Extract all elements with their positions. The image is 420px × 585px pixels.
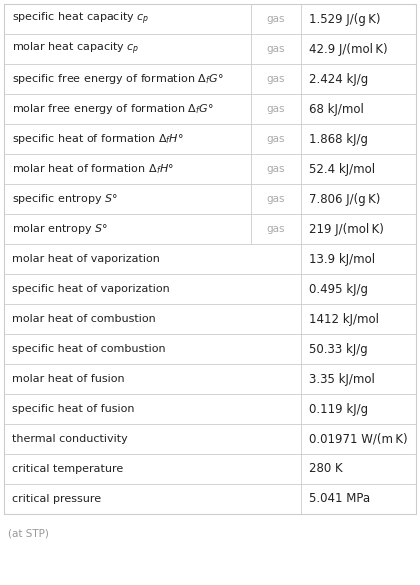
Text: critical pressure: critical pressure bbox=[12, 494, 101, 504]
Text: 219 J/(mol K): 219 J/(mol K) bbox=[309, 222, 383, 236]
Text: 42.9 J/(mol K): 42.9 J/(mol K) bbox=[309, 43, 387, 56]
Text: molar heat of formation $\Delta_f H°$: molar heat of formation $\Delta_f H°$ bbox=[12, 162, 174, 176]
Text: specific entropy $S°$: specific entropy $S°$ bbox=[12, 192, 118, 206]
Text: 2.424 kJ/g: 2.424 kJ/g bbox=[309, 73, 368, 85]
Text: 1.529 J/(g K): 1.529 J/(g K) bbox=[309, 12, 380, 26]
Text: 5.041 MPa: 5.041 MPa bbox=[309, 493, 370, 505]
Text: 0.01971 W/(m K): 0.01971 W/(m K) bbox=[309, 432, 407, 446]
Text: gas: gas bbox=[267, 74, 285, 84]
Text: thermal conductivity: thermal conductivity bbox=[12, 434, 128, 444]
Text: 7.806 J/(g K): 7.806 J/(g K) bbox=[309, 192, 380, 205]
Text: gas: gas bbox=[267, 164, 285, 174]
Text: molar entropy $S°$: molar entropy $S°$ bbox=[12, 222, 108, 236]
Text: 0.495 kJ/g: 0.495 kJ/g bbox=[309, 283, 368, 295]
Text: 13.9 kJ/mol: 13.9 kJ/mol bbox=[309, 253, 375, 266]
Text: 68 kJ/mol: 68 kJ/mol bbox=[309, 102, 364, 115]
Text: gas: gas bbox=[267, 104, 285, 114]
Text: molar free energy of formation $\Delta_f G°$: molar free energy of formation $\Delta_f… bbox=[12, 102, 214, 116]
Text: critical temperature: critical temperature bbox=[12, 464, 123, 474]
Text: 0.119 kJ/g: 0.119 kJ/g bbox=[309, 402, 368, 415]
Text: gas: gas bbox=[267, 194, 285, 204]
Text: specific heat of vaporization: specific heat of vaporization bbox=[12, 284, 170, 294]
Text: (at STP): (at STP) bbox=[8, 528, 49, 538]
Text: specific heat of formation $\Delta_f H°$: specific heat of formation $\Delta_f H°$ bbox=[12, 132, 184, 146]
Text: specific heat capacity $c_p$: specific heat capacity $c_p$ bbox=[12, 11, 150, 27]
Text: gas: gas bbox=[267, 44, 285, 54]
Text: 1.868 kJ/g: 1.868 kJ/g bbox=[309, 132, 368, 146]
Text: 3.35 kJ/mol: 3.35 kJ/mol bbox=[309, 373, 375, 386]
Text: gas: gas bbox=[267, 14, 285, 24]
Text: molar heat capacity $c_p$: molar heat capacity $c_p$ bbox=[12, 41, 139, 57]
Text: molar heat of fusion: molar heat of fusion bbox=[12, 374, 125, 384]
Text: 52.4 kJ/mol: 52.4 kJ/mol bbox=[309, 163, 375, 176]
Text: gas: gas bbox=[267, 134, 285, 144]
Text: molar heat of combustion: molar heat of combustion bbox=[12, 314, 156, 324]
Text: 280 K: 280 K bbox=[309, 463, 342, 476]
Text: 50.33 kJ/g: 50.33 kJ/g bbox=[309, 342, 368, 356]
Text: specific heat of combustion: specific heat of combustion bbox=[12, 344, 165, 354]
Text: specific free energy of formation $\Delta_f G°$: specific free energy of formation $\Delt… bbox=[12, 72, 224, 86]
Text: specific heat of fusion: specific heat of fusion bbox=[12, 404, 134, 414]
Text: gas: gas bbox=[267, 224, 285, 234]
Text: molar heat of vaporization: molar heat of vaporization bbox=[12, 254, 160, 264]
Text: 1412 kJ/mol: 1412 kJ/mol bbox=[309, 312, 379, 325]
Bar bbox=[4, 4, 416, 514]
